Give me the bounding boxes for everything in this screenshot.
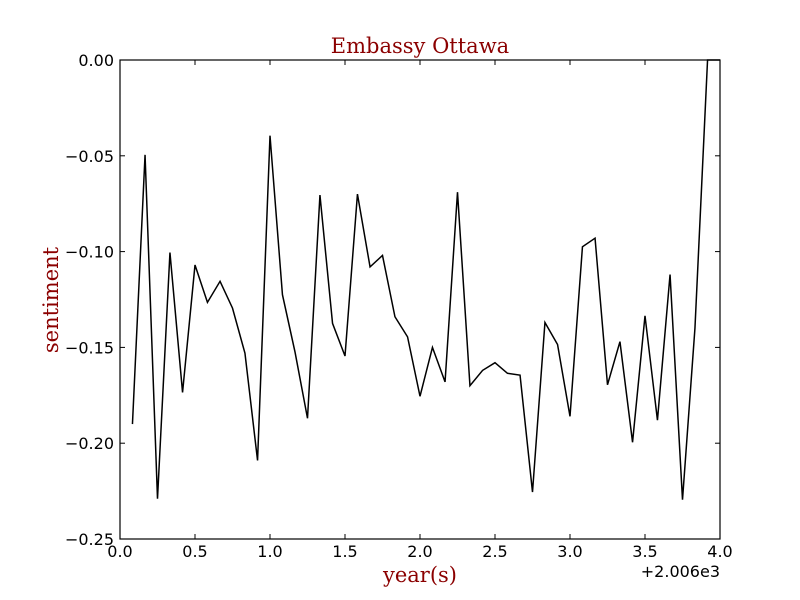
x-tick-label: 0.0 <box>107 542 132 561</box>
x-tick-label: 2.0 <box>407 542 432 561</box>
y-tick-label: −0.25 <box>65 530 114 549</box>
x-tick-label: 3.5 <box>632 542 657 561</box>
x-tick-label: 4.0 <box>707 542 732 561</box>
plot-area <box>119 59 721 540</box>
x-tick-label: 0.5 <box>182 542 207 561</box>
y-tick-label: 0.00 <box>78 51 114 70</box>
y-tick-label: −0.10 <box>65 243 114 262</box>
y-tick-label: −0.20 <box>65 434 114 453</box>
axis-ticks: 0.0 0.5 1.0 1.5 2.0 2.5 3.0 3.5 4.0 0.00 −0.05 −0.1… <box>65 51 733 561</box>
x-tick-label: 2.5 <box>482 542 507 561</box>
x-axis-offset-label: +2.006e3 <box>641 562 720 581</box>
y-tick-label: −0.05 <box>65 147 114 166</box>
x-tick-label: 1.5 <box>332 542 357 561</box>
x-axis-label: year(s) <box>382 563 457 587</box>
chart-title: Embassy Ottawa <box>331 34 509 58</box>
y-axis-label: sentiment <box>39 246 63 353</box>
x-tick-label: 1.0 <box>257 542 282 561</box>
x-tick-label: 3.0 <box>557 542 582 561</box>
sentiment-series-line <box>131 59 720 500</box>
y-tick-label: −0.15 <box>65 338 114 357</box>
